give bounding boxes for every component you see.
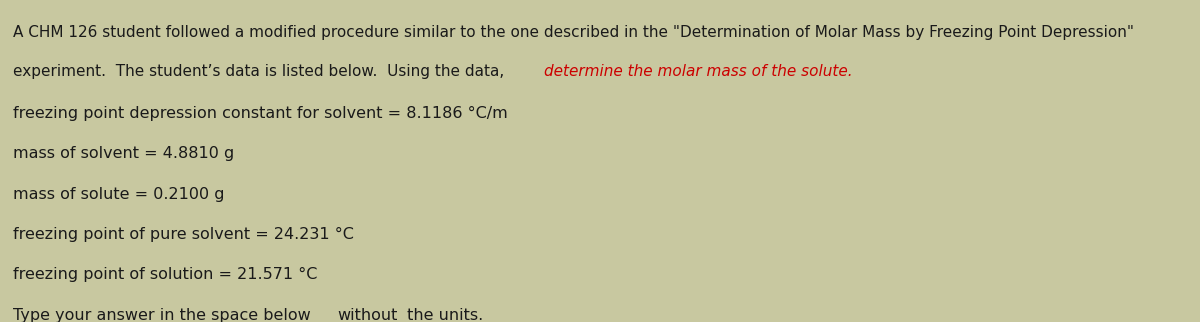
Text: mass of solute = 0.2100 g: mass of solute = 0.2100 g: [13, 186, 224, 202]
Text: experiment.  The student’s data is listed below.  Using the data,: experiment. The student’s data is listed…: [13, 64, 510, 79]
Text: determine the molar mass of the solute.: determine the molar mass of the solute.: [544, 64, 853, 79]
Text: freezing point of pure solvent = 24.231 °C: freezing point of pure solvent = 24.231 …: [13, 227, 354, 242]
Text: without: without: [337, 308, 397, 322]
Text: freezing point of solution = 21.571 °C: freezing point of solution = 21.571 °C: [13, 268, 318, 282]
Text: the units.: the units.: [402, 308, 484, 322]
Text: mass of solvent = 4.8810 g: mass of solvent = 4.8810 g: [13, 146, 234, 161]
Text: A CHM 126 student followed a modified procedure similar to the one described in : A CHM 126 student followed a modified pr…: [13, 25, 1134, 40]
Text: freezing point depression constant for solvent = 8.1186 °C/m: freezing point depression constant for s…: [13, 106, 508, 121]
Text: Type your answer in the space below: Type your answer in the space below: [13, 308, 317, 322]
